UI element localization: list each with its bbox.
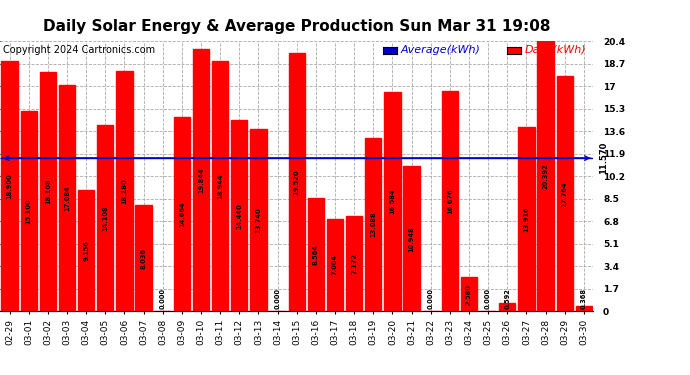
Text: 8.564: 8.564: [313, 244, 319, 265]
Text: 18.900: 18.900: [7, 173, 12, 199]
Bar: [250, 129, 266, 311]
Bar: [174, 117, 190, 311]
Bar: [308, 198, 324, 311]
Text: Average(kWh): Average(kWh): [400, 45, 480, 55]
Bar: [40, 72, 56, 311]
Bar: [59, 85, 75, 311]
Text: Daily Solar Energy & Average Production Sun Mar 31 19:08: Daily Solar Energy & Average Production …: [43, 19, 551, 34]
Bar: [346, 216, 362, 311]
Bar: [97, 124, 113, 311]
Bar: [288, 53, 305, 311]
Text: 19.844: 19.844: [198, 167, 204, 193]
Text: 7.004: 7.004: [332, 254, 338, 275]
Text: 9.156: 9.156: [83, 240, 89, 261]
Text: 0.000: 0.000: [159, 288, 166, 309]
Text: 2.580: 2.580: [466, 284, 472, 304]
Text: 13.088: 13.088: [371, 212, 376, 237]
Text: 14.108: 14.108: [102, 205, 108, 231]
Bar: [538, 41, 553, 311]
Text: 0.000: 0.000: [275, 288, 281, 309]
Bar: [193, 49, 209, 311]
Text: 0.368: 0.368: [581, 288, 586, 309]
Bar: [117, 70, 132, 311]
Text: Copyright 2024 Cartronics.com: Copyright 2024 Cartronics.com: [3, 45, 155, 55]
Text: 18.180: 18.180: [121, 178, 128, 204]
Text: 17.764: 17.764: [562, 181, 568, 207]
Text: 15.100: 15.100: [26, 199, 32, 224]
Bar: [575, 306, 592, 311]
Bar: [499, 303, 515, 311]
Text: 8.036: 8.036: [141, 248, 146, 268]
Bar: [461, 277, 477, 311]
Bar: [404, 166, 420, 311]
Text: 7.172: 7.172: [351, 253, 357, 274]
Bar: [365, 138, 382, 311]
Text: 10.948: 10.948: [408, 226, 415, 252]
Bar: [384, 92, 400, 311]
Text: 0.592: 0.592: [504, 288, 511, 309]
Text: 11.570: 11.570: [600, 142, 609, 174]
Text: 14.664: 14.664: [179, 201, 185, 227]
Bar: [327, 219, 343, 311]
Text: 16.676: 16.676: [447, 188, 453, 214]
Bar: [212, 60, 228, 311]
Text: 18.944: 18.944: [217, 173, 223, 199]
Bar: [557, 76, 573, 311]
Bar: [1, 61, 18, 311]
Text: Daily(kWh): Daily(kWh): [524, 45, 586, 55]
Text: 16.584: 16.584: [389, 189, 395, 214]
Text: 17.084: 17.084: [64, 185, 70, 211]
Bar: [518, 127, 535, 311]
Text: 0.000: 0.000: [428, 288, 434, 309]
Bar: [135, 205, 152, 311]
Text: 0.000: 0.000: [485, 288, 491, 309]
Bar: [21, 111, 37, 311]
Bar: [78, 190, 95, 311]
Bar: [231, 120, 248, 311]
Text: 13.916: 13.916: [524, 206, 529, 232]
Text: 20.392: 20.392: [542, 164, 549, 189]
Bar: [442, 90, 458, 311]
Text: 14.440: 14.440: [236, 203, 242, 228]
Text: 13.740: 13.740: [255, 207, 262, 233]
Text: 18.108: 18.108: [45, 178, 51, 204]
Text: 19.520: 19.520: [294, 170, 299, 195]
